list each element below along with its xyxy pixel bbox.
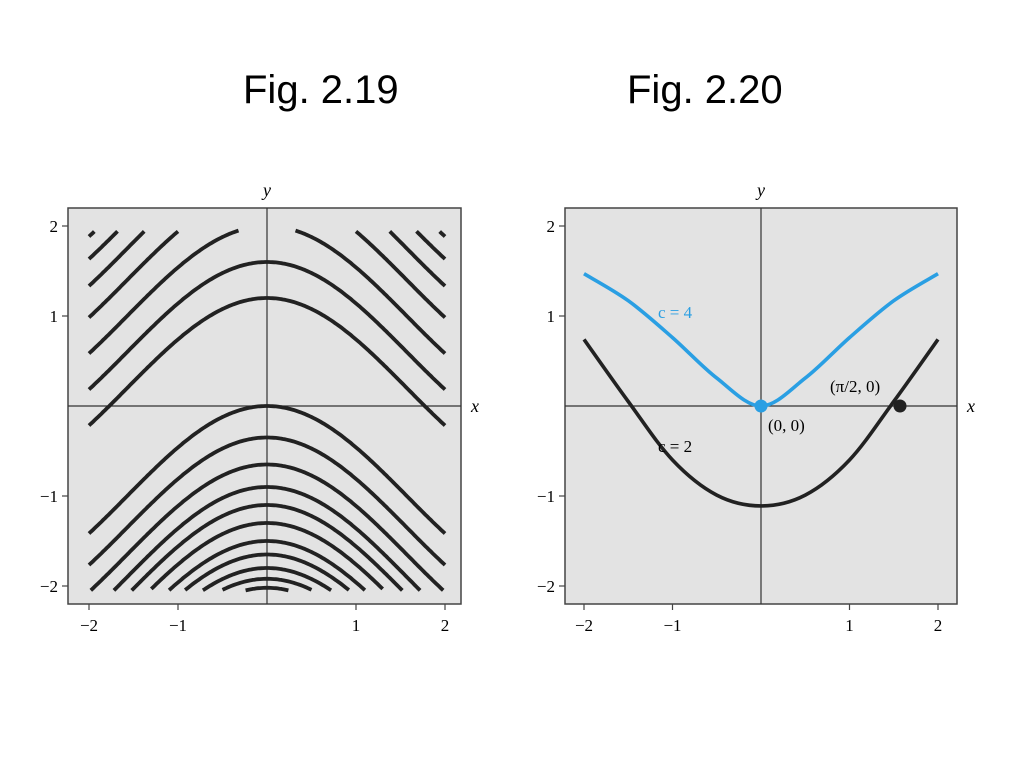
solution-curve — [130, 503, 404, 592]
solution-curve — [221, 576, 313, 592]
y-tick-label: 2 — [547, 217, 556, 236]
solution-curve — [87, 435, 447, 567]
x-tick-label: 2 — [934, 616, 943, 635]
solution-curve — [245, 585, 289, 593]
figure-title-left: Fig. 2.19 — [243, 68, 399, 112]
y-tick-label: 1 — [50, 307, 59, 326]
solution-curve — [87, 404, 447, 535]
y-tick-label: −1 — [537, 487, 555, 506]
solution-curve — [87, 229, 447, 261]
x-tick-label: −2 — [80, 616, 98, 635]
y-tick-label: 2 — [50, 217, 59, 236]
x-axis-label: x — [470, 396, 479, 416]
solution-curve — [87, 228, 447, 355]
y-tick-label: −2 — [537, 577, 555, 596]
series-label-c2: c = 2 — [658, 437, 692, 456]
solution-curve — [167, 539, 367, 592]
solution-curve — [87, 229, 447, 319]
solution-curve — [87, 230, 447, 288]
series-label-c4: c = 4 — [658, 303, 693, 322]
solution-curve — [87, 296, 447, 427]
y-tick-label: −1 — [40, 487, 58, 506]
solution-curve — [149, 521, 385, 591]
x-tick-label: 1 — [352, 616, 361, 635]
point-origin — [754, 399, 768, 413]
y-axis-label: y — [755, 180, 765, 200]
x-tick-label: −1 — [663, 616, 681, 635]
figure-title-right: Fig. 2.20 — [627, 68, 783, 112]
y-axis-label: y — [261, 180, 271, 200]
solution-curve — [112, 485, 422, 592]
point-pi-over-2 — [893, 399, 907, 413]
x-tick-label: 2 — [441, 616, 450, 635]
solution-curve — [87, 260, 447, 391]
point-label-pi-over-2: (π/2, 0) — [830, 377, 880, 396]
y-tick-label: −2 — [40, 577, 58, 596]
solution-curve — [87, 230, 447, 238]
x-axis-label: x — [966, 396, 975, 416]
x-tick-label: −1 — [169, 616, 187, 635]
curve-c-2 — [582, 338, 940, 508]
y-tick-label: 1 — [547, 307, 556, 326]
solution-curve — [201, 566, 333, 592]
solution-curve — [89, 462, 445, 592]
x-tick-label: 1 — [845, 616, 854, 635]
x-tick-label: −2 — [575, 616, 593, 635]
solution-curve — [183, 552, 351, 592]
point-label-origin: (0, 0) — [768, 416, 805, 435]
